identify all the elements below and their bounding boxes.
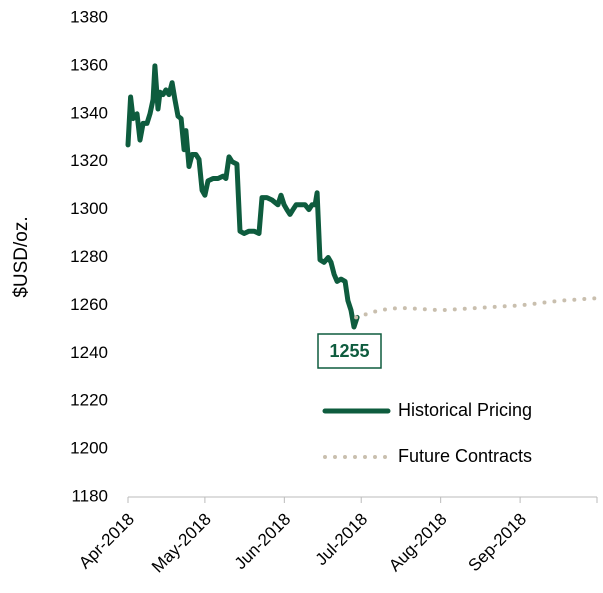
x-tick-label: Apr-2018	[75, 510, 138, 573]
y-tick-label: 1340	[70, 103, 108, 122]
y-tick-label: 1220	[70, 391, 108, 410]
y-tick-label: 1180	[71, 486, 108, 505]
legend-label: Future Contracts	[398, 446, 532, 466]
x-tick-label: Aug-2018	[385, 510, 451, 576]
y-tick-label: 1360	[70, 55, 108, 74]
legend-label: Historical Pricing	[398, 400, 532, 420]
x-tick-label: May-2018	[148, 510, 215, 577]
y-tick-label: 1320	[70, 151, 108, 170]
y-tick-label: 1300	[70, 199, 108, 218]
y-tick-label: 1240	[70, 343, 108, 362]
annotation-box	[317, 333, 382, 369]
y-tick-label: 1280	[70, 247, 108, 266]
annotation: 1255	[329, 341, 369, 361]
x-tick-label: Jul-2018	[312, 510, 372, 570]
series-line	[125, 63, 360, 330]
series-line	[354, 296, 599, 320]
y-axis-label: $USD/oz.	[11, 216, 32, 297]
y-tick-label: 1260	[70, 295, 108, 314]
y-tick-label: 1380	[70, 7, 108, 26]
x-tick-label: Sep-2018	[465, 510, 531, 576]
y-tick-label: 1200	[70, 439, 108, 458]
x-tick-label: Jun-2018	[231, 510, 295, 574]
